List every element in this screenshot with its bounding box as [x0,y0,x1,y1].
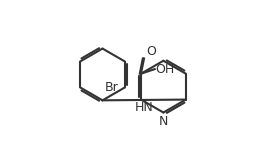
Text: OH: OH [156,63,175,76]
Text: N: N [159,115,168,128]
Text: HN: HN [135,101,153,114]
Text: Br: Br [104,81,118,94]
Text: O: O [146,45,156,58]
